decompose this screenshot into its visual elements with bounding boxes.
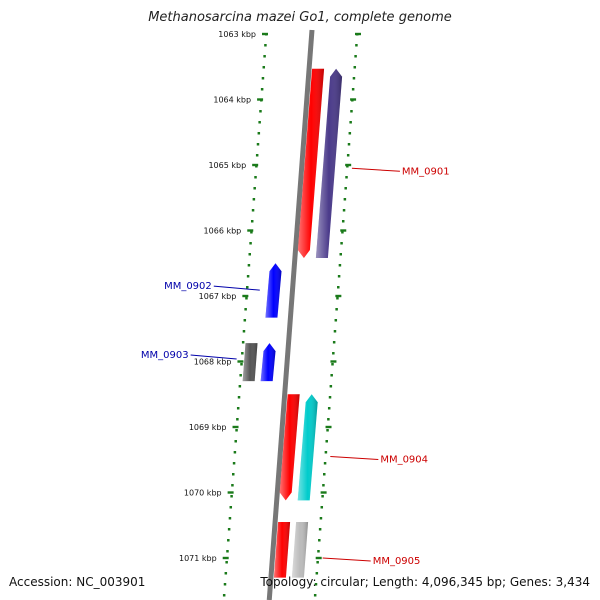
gene-label-leader <box>322 557 371 562</box>
scale-tick <box>247 229 254 232</box>
gene-g6[interactable] <box>279 394 300 501</box>
accession-text: Accession: NC_003901 <box>9 575 146 589</box>
gene-g2[interactable] <box>315 68 343 259</box>
gene-label-leader <box>190 354 237 360</box>
scale-dots-left <box>222 33 268 597</box>
scale-tick <box>237 360 244 363</box>
scale-tick <box>232 425 239 429</box>
gene-g3[interactable] <box>265 263 282 318</box>
gene-label-g3[interactable]: MM_0902 <box>164 281 212 292</box>
gene-label-g4[interactable]: MM_0903 <box>141 350 189 361</box>
scale-tick <box>335 294 342 298</box>
scale-tick <box>257 98 264 101</box>
scale-label: 1063 kbp <box>218 30 256 39</box>
scale-label: 1071 kbp <box>179 554 217 563</box>
scale-tick <box>350 98 357 101</box>
scale-tick <box>355 32 361 36</box>
genome-backbone <box>266 29 315 600</box>
scale-label: 1065 kbp <box>208 161 246 170</box>
scale-tick <box>345 163 352 167</box>
scale-tick <box>262 32 268 36</box>
scale-tick <box>325 425 332 429</box>
scale-tick <box>340 229 347 232</box>
scale-tick <box>315 556 322 560</box>
gene-g9[interactable] <box>291 521 309 578</box>
scale-tick <box>320 491 327 494</box>
scale-label: 1066 kbp <box>204 227 242 236</box>
scale-tick <box>330 360 337 363</box>
scale-tick <box>242 294 249 298</box>
gene-label-leader <box>351 167 400 172</box>
gene-g8[interactable] <box>273 521 291 578</box>
scale-label: 1067 kbp <box>199 292 237 301</box>
gene-label-g2[interactable]: MM_0901 <box>402 166 450 177</box>
scale-tick <box>227 491 234 494</box>
topology-summary: Topology: circular; Length: 4,096,345 bp… <box>260 575 590 589</box>
map-title: Methanosarcina mazei Go1, complete genom… <box>148 10 452 25</box>
gene-g5[interactable] <box>260 343 276 382</box>
scale-tick <box>252 163 259 167</box>
scale-label: 1069 kbp <box>189 423 227 432</box>
scale-label: 1064 kbp <box>213 96 251 105</box>
gene-g4[interactable] <box>242 343 258 382</box>
gene-layer[interactable] <box>242 68 343 578</box>
gene-label-leader <box>330 455 379 460</box>
scale-layer: 1063 kbp 1064 kbp 1065 kbp 1066 kbp 1067 kbp… <box>179 30 361 597</box>
gene-label-g9[interactable]: MM_0905 <box>373 556 421 567</box>
scale-tick <box>222 556 229 560</box>
gene-label-g7[interactable]: MM_0904 <box>380 454 428 465</box>
label-layer: MM_0901 MM_0902 MM_0903 MM_0904 MM_0905 <box>141 166 450 567</box>
scale-dots-right <box>313 33 359 597</box>
scale-label: 1070 kbp <box>184 489 222 498</box>
scale-label: 1068 kbp <box>194 358 232 367</box>
gene-g7[interactable] <box>297 394 318 501</box>
gene-label-leader <box>213 285 260 291</box>
gene-g1[interactable] <box>297 68 325 259</box>
